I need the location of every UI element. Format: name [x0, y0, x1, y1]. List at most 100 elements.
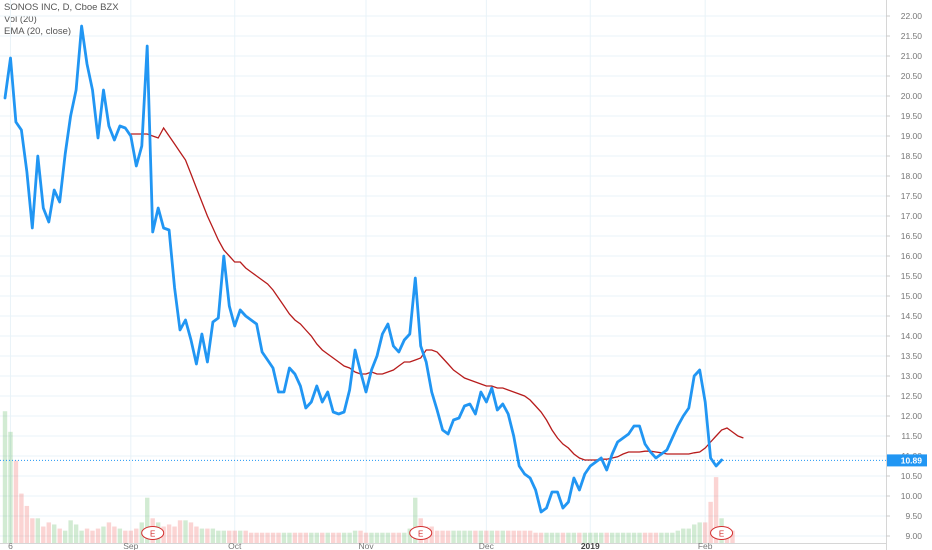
volume-bar [2, 411, 8, 543]
volume-bar [95, 528, 101, 543]
volume-bar [609, 532, 615, 543]
volume-bar [188, 522, 194, 543]
volume-bar [128, 530, 134, 543]
volume-bar [664, 532, 670, 543]
volume-bar [374, 532, 380, 543]
volume-bar [325, 532, 330, 543]
volume-bar [369, 532, 374, 543]
volume-bar [730, 530, 735, 543]
volume-bar [462, 530, 467, 543]
volume-bar [347, 532, 352, 543]
y-tick-label: 14.00 [901, 331, 923, 341]
volume-bar [566, 532, 571, 543]
volume-bar [642, 532, 648, 543]
x-tick-label: Sep [123, 541, 138, 550]
volume-bar [112, 526, 117, 543]
volume-bar [68, 520, 73, 543]
volume-bar [13, 460, 19, 543]
y-tick-label: 16.00 [901, 251, 923, 261]
x-tick-label: Dec [479, 541, 495, 550]
volume-bar [516, 530, 522, 543]
volume-bar [90, 530, 95, 543]
volume-bar [407, 528, 412, 543]
x-tick-label: Nov [358, 541, 374, 550]
volume-bar [391, 532, 396, 543]
volume-bar [292, 532, 298, 543]
volume-bar [331, 532, 336, 543]
volume-bar [57, 528, 62, 543]
volume-bar [238, 530, 243, 543]
y-tick-label: 9.00 [905, 531, 922, 541]
volume-bar [314, 532, 319, 543]
volume-bar [276, 532, 281, 543]
volume-bar [451, 530, 456, 543]
volume-bar [413, 497, 418, 543]
volume-bar [134, 528, 139, 543]
volume-bar [670, 532, 675, 543]
volume-bar [708, 501, 713, 543]
volume-bar [183, 520, 188, 543]
volume-bar [341, 532, 347, 543]
y-tick-label: 21.00 [901, 51, 923, 61]
volume-bar [336, 532, 341, 543]
legend-symbol: SONOS INC, D, Cboe BZX [4, 2, 119, 13]
volume-bar [402, 532, 407, 543]
volume-bar [440, 530, 445, 543]
volume-bar [352, 530, 358, 543]
volume-bar [123, 530, 128, 543]
volume-bar [577, 532, 582, 543]
volume-bar [52, 524, 57, 543]
y-tick-label: 12.50 [901, 391, 923, 401]
volume-bar [8, 431, 13, 543]
volume-bar [385, 532, 391, 543]
volume-bar [380, 532, 385, 543]
volume-bar [555, 532, 560, 543]
earnings-marker [710, 526, 734, 540]
y-tick-label: 13.00 [901, 371, 923, 381]
volume-bar [588, 532, 593, 543]
volume-bar [216, 530, 221, 543]
volume-bar [506, 530, 511, 543]
volume-bar [117, 528, 123, 543]
volume-bar [702, 522, 708, 543]
volume-bar [199, 528, 205, 543]
legend-ema: EMA (20, close) [4, 26, 72, 37]
y-tick-label: 21.50 [901, 31, 923, 41]
volume-bar [73, 524, 79, 543]
volume-bar [681, 528, 686, 543]
volume-bar [232, 530, 237, 543]
volume-bar [549, 532, 555, 543]
volume-bar [101, 526, 106, 543]
volume-bar [363, 532, 369, 543]
volume-bar [604, 532, 609, 543]
volume-bar [456, 530, 462, 543]
volume-bar [511, 530, 516, 543]
volume-bar [166, 524, 172, 543]
volume-bar [303, 532, 309, 543]
volume-bar [620, 532, 626, 543]
y-tick-label: 14.50 [901, 311, 923, 321]
volume-bar [484, 530, 489, 543]
volume-bar [467, 530, 473, 543]
volume-bar [599, 532, 604, 543]
current-price-label: 10.89 [901, 455, 923, 465]
volume-bar [396, 532, 402, 543]
volume-bar [265, 532, 270, 543]
volume-bar [227, 530, 232, 543]
earnings-marker-label: E [719, 530, 724, 539]
y-tick-label: 19.00 [901, 131, 923, 141]
volume-bar [473, 530, 478, 543]
volume-bar [500, 530, 505, 543]
y-tick-label: 22.00 [901, 11, 923, 21]
earnings-marker-label: E [150, 530, 155, 539]
volume-bar [243, 530, 248, 543]
volume-bar [145, 497, 150, 543]
volume-bar [62, 530, 68, 543]
volume-bar [177, 520, 183, 543]
volume-bar [210, 528, 216, 543]
volume-bar [527, 530, 533, 543]
volume-bar [675, 530, 681, 543]
volume-bar [434, 530, 440, 543]
y-tick-label: 16.50 [901, 231, 923, 241]
